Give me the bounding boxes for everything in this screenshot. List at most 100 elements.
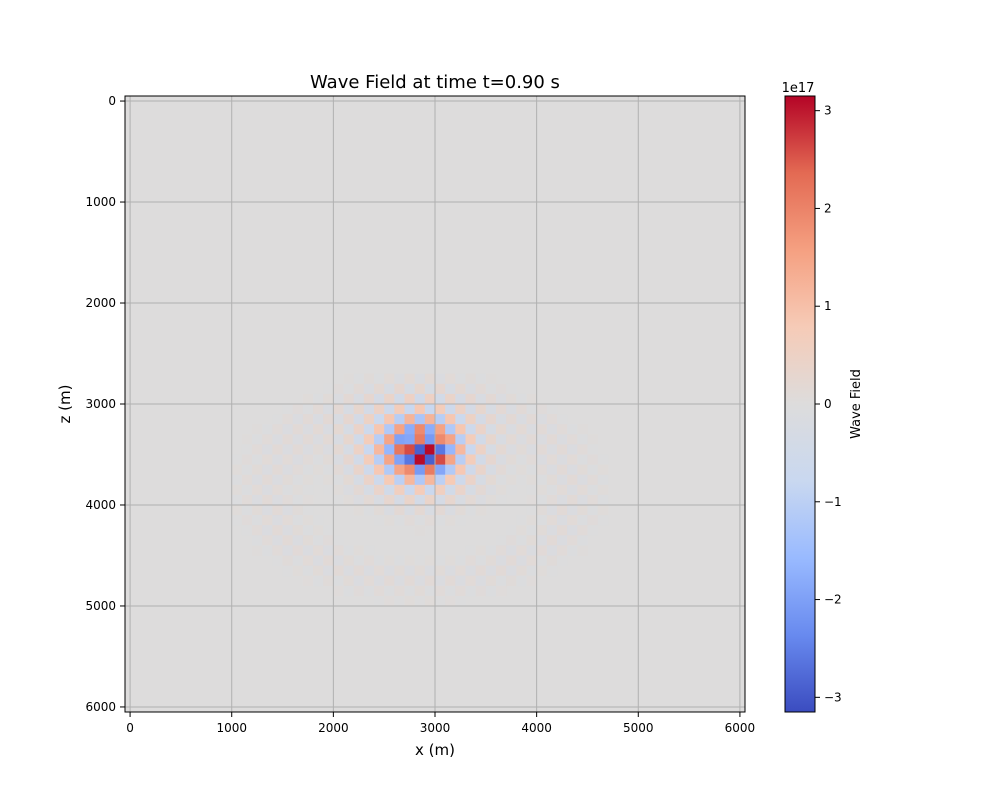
heatmap-cell	[506, 434, 517, 445]
heatmap-cell	[262, 444, 273, 455]
heatmap-cell	[567, 484, 578, 496]
heatmap-cell	[313, 393, 324, 405]
heatmap-cell	[282, 424, 294, 435]
heatmap-cell	[536, 464, 548, 476]
heatmap-cell	[282, 454, 294, 465]
heatmap-cell	[506, 444, 517, 455]
heatmap-cell	[455, 383, 466, 395]
heatmap-cell	[546, 565, 558, 577]
heatmap-cell	[343, 484, 355, 496]
heatmap-cell	[475, 484, 487, 496]
heatmap-cell	[546, 484, 558, 496]
heatmap-cell	[424, 404, 436, 415]
heatmap-cell	[313, 464, 324, 476]
heatmap-cell	[435, 454, 446, 465]
heatmap-cell	[556, 464, 568, 476]
heatmap-cell	[343, 393, 355, 405]
heatmap-cell	[374, 393, 385, 405]
heatmap-cell	[495, 494, 507, 506]
heatmap-cell	[516, 565, 527, 577]
heatmap-cell	[506, 575, 517, 587]
heatmap-cell	[333, 545, 344, 556]
heatmap-cell	[343, 424, 355, 435]
heatmap-cell	[363, 484, 375, 496]
heatmap-cell	[536, 484, 548, 496]
heatmap-cell	[455, 595, 466, 607]
heatmap-cell	[282, 494, 294, 506]
heatmap-cell	[587, 454, 599, 465]
heatmap-cell	[526, 555, 538, 566]
heatmap-cell	[353, 494, 365, 506]
heatmap-cell	[241, 504, 253, 516]
heatmap-cell	[414, 484, 426, 496]
heatmap-cell	[556, 454, 568, 465]
heatmap-cell	[394, 555, 405, 566]
heatmap-cell	[424, 373, 436, 385]
heatmap-cell	[374, 474, 385, 486]
heatmap-cell	[435, 464, 446, 476]
heatmap-cell	[374, 504, 385, 516]
y-tick-label: 0	[108, 94, 116, 108]
heatmap-cell	[272, 454, 283, 465]
heatmap-cell	[485, 575, 497, 587]
heatmap-cell	[577, 434, 588, 445]
heatmap-cell	[252, 494, 263, 506]
heatmap-cell	[567, 424, 578, 435]
heatmap-cell	[353, 504, 365, 516]
heatmap-cell	[333, 494, 344, 506]
heatmap-cell	[384, 494, 395, 506]
heatmap-cell	[313, 414, 324, 425]
heatmap-cell	[262, 454, 273, 465]
heatmap-cell	[455, 444, 466, 455]
heatmap-cell	[313, 565, 324, 577]
heatmap-cell	[414, 504, 426, 516]
heatmap-cell	[414, 464, 426, 476]
heatmap-cell	[516, 393, 527, 405]
heatmap-cell	[302, 434, 314, 445]
heatmap-cell	[394, 585, 405, 597]
y-tick-label: 2000	[85, 296, 116, 310]
heatmap-cell	[495, 565, 507, 577]
heatmap-cell	[384, 555, 395, 566]
heatmap-cell	[465, 474, 477, 486]
heatmap-cell	[577, 494, 588, 506]
heatmap-cell	[455, 404, 466, 415]
heatmap-cell	[546, 504, 558, 516]
heatmap-cell	[353, 383, 365, 395]
heatmap-cell	[292, 545, 304, 556]
heatmap-cell	[292, 484, 304, 496]
heatmap-cell	[333, 454, 344, 465]
heatmap-cell	[404, 383, 416, 395]
heatmap-cell	[526, 545, 538, 556]
heatmap-cell	[414, 515, 426, 526]
heatmap-cell	[252, 454, 263, 465]
heatmap-cell	[546, 494, 558, 506]
heatmap-cell	[394, 494, 405, 506]
heatmap-cell	[333, 555, 344, 566]
heatmap-cell	[485, 444, 497, 455]
heatmap-cell	[374, 383, 385, 395]
heatmap-cell	[343, 464, 355, 476]
heatmap-cell	[495, 454, 507, 465]
heatmap-cell	[526, 424, 538, 435]
heatmap-cell	[241, 444, 253, 455]
heatmap-cell	[577, 525, 588, 536]
heatmap-cell	[475, 434, 487, 445]
heatmap-cell	[455, 565, 466, 577]
heatmap-cell	[404, 504, 416, 516]
heatmap-cell	[272, 535, 283, 546]
heatmap-cell	[282, 414, 294, 425]
heatmap-cell	[424, 424, 436, 435]
heatmap-cell	[313, 555, 324, 566]
heatmap-cell	[526, 565, 538, 577]
heatmap-cell	[272, 484, 283, 496]
heatmap-cell	[435, 494, 446, 506]
heatmap-cell	[424, 494, 436, 506]
heatmap-cell	[404, 515, 416, 526]
heatmap-cell	[394, 474, 405, 486]
heatmap-cell	[424, 464, 436, 476]
heatmap-cell	[363, 444, 375, 455]
heatmap-cell	[597, 484, 609, 496]
heatmap-cell	[556, 525, 568, 536]
heatmap-cell	[495, 393, 507, 405]
